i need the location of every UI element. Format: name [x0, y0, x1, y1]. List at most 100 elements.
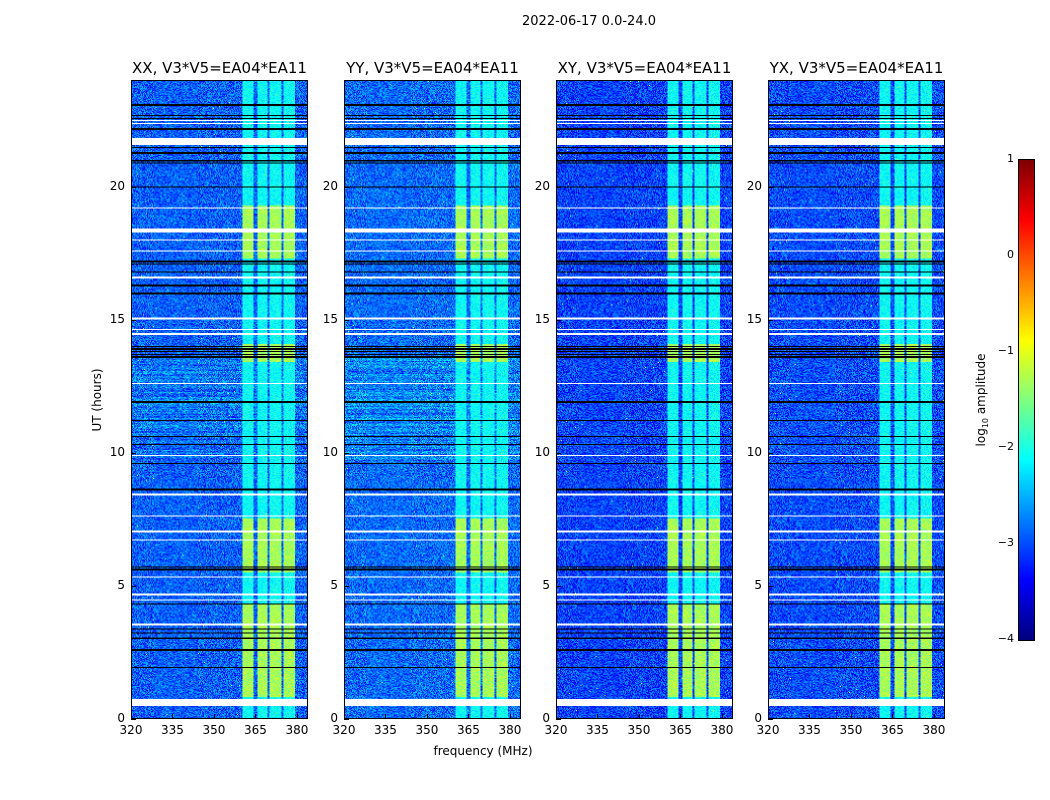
- y-tick-mark: [556, 452, 561, 454]
- y-tick-mark: [556, 319, 561, 321]
- panel-title: YY, V3*V5=EA04*EA11: [346, 59, 519, 77]
- y-tick-label: 15: [534, 311, 550, 326]
- heatmap-panel-1: [131, 80, 308, 719]
- y-tick-mark: [344, 452, 349, 454]
- x-tick-mark: [385, 714, 387, 719]
- y-tick-label: 0: [117, 711, 125, 725]
- y-tick-label: 15: [109, 311, 125, 326]
- panel-title: XY, V3*V5=EA04*EA11: [557, 59, 732, 77]
- x-tick-label: 350: [415, 723, 439, 737]
- colorbar-tick-label: 1: [1007, 152, 1014, 165]
- y-tick-label: 5: [754, 577, 762, 592]
- y-tick-mark: [344, 319, 349, 321]
- y-tick-label: 5: [330, 577, 338, 592]
- heatmap-panel-4: [768, 80, 945, 719]
- x-tick-label: 335: [586, 723, 609, 737]
- x-tick-label: 365: [669, 723, 692, 737]
- x-tick-label: 320: [332, 723, 356, 737]
- y-tick-label: 5: [117, 577, 125, 592]
- x-tick-mark: [638, 714, 640, 719]
- x-tick-mark: [344, 714, 345, 719]
- x-tick-label: 350: [627, 723, 651, 737]
- x-tick-mark: [721, 714, 723, 719]
- panel-title: XX, V3*V5=EA04*EA11: [132, 59, 307, 77]
- x-tick-label: 365: [881, 723, 904, 737]
- colorbar-tick-label: −4: [997, 632, 1014, 645]
- y-tick-label: 20: [109, 178, 125, 193]
- x-tick-label: 335: [374, 723, 397, 737]
- x-tick-label: 335: [798, 723, 821, 737]
- x-tick-mark: [131, 714, 132, 719]
- y-tick-label: 20: [746, 178, 762, 193]
- x-tick-label: 320: [119, 723, 143, 737]
- x-tick-label: 380: [922, 723, 946, 737]
- colorbar-tick-label: 0: [1007, 248, 1014, 261]
- y-tick-mark: [131, 319, 136, 321]
- x-tick-label: 320: [544, 723, 568, 737]
- x-tick-mark: [468, 714, 470, 719]
- x-tick-mark: [933, 714, 935, 719]
- panel-title: YX, V3*V5=EA04*EA11: [769, 59, 944, 77]
- x-tick-mark: [556, 714, 557, 719]
- x-tick-label: 380: [285, 723, 309, 737]
- x-tick-mark: [426, 714, 428, 719]
- x-tick-mark: [255, 714, 257, 719]
- colorbar-tick-label: −2: [997, 440, 1014, 453]
- x-tick-mark: [809, 714, 811, 719]
- y-tick-label: 5: [542, 577, 550, 592]
- y-tick-label: 20: [322, 178, 338, 193]
- x-tick-label: 320: [756, 723, 780, 737]
- y-tick-label: 15: [746, 311, 762, 326]
- figure-title: 2022-06-17 0.0-24.0: [522, 14, 656, 29]
- y-tick-mark: [556, 585, 561, 587]
- y-tick-mark: [768, 719, 773, 720]
- x-tick-mark: [296, 714, 298, 719]
- x-tick-label: 335: [161, 723, 184, 737]
- x-tick-mark: [597, 714, 599, 719]
- x-axis-label: frequency (MHz): [433, 744, 533, 758]
- y-tick-label: 10: [534, 444, 550, 459]
- x-tick-mark: [680, 714, 682, 719]
- y-tick-mark: [131, 585, 136, 587]
- y-tick-label: 10: [109, 444, 125, 459]
- colorbar-tick-label: −3: [997, 536, 1014, 549]
- y-tick-mark: [344, 585, 349, 587]
- y-tick-mark: [768, 585, 773, 587]
- y-tick-mark: [768, 186, 773, 188]
- y-tick-label: 0: [754, 711, 762, 725]
- x-tick-label: 380: [710, 723, 734, 737]
- x-tick-mark: [892, 714, 894, 719]
- y-tick-mark: [768, 319, 773, 321]
- y-tick-mark: [131, 719, 136, 720]
- y-tick-mark: [556, 719, 561, 720]
- y-tick-label: 10: [746, 444, 762, 459]
- x-tick-label: 350: [202, 723, 226, 737]
- x-tick-mark: [509, 714, 511, 719]
- colorbar-label: log10 amplitude: [973, 353, 991, 447]
- y-tick-label: 15: [322, 311, 338, 326]
- x-tick-label: 365: [457, 723, 480, 737]
- colorbar: [1018, 159, 1035, 641]
- y-tick-label: 0: [542, 711, 550, 725]
- x-tick-mark: [850, 714, 852, 719]
- y-tick-label: 20: [534, 178, 550, 193]
- x-tick-label: 350: [839, 723, 863, 737]
- y-axis-label: UT (hours): [90, 368, 104, 432]
- y-tick-label: 10: [322, 444, 338, 459]
- y-tick-label: 0: [330, 711, 338, 725]
- y-tick-mark: [131, 452, 136, 454]
- x-tick-mark: [768, 714, 769, 719]
- x-tick-mark: [172, 714, 174, 719]
- x-tick-label: 365: [244, 723, 267, 737]
- heatmap-panel-3: [556, 80, 733, 719]
- colorbar-tick-label: −1: [997, 344, 1014, 357]
- y-tick-mark: [344, 186, 349, 188]
- y-tick-mark: [556, 186, 561, 188]
- y-tick-mark: [344, 719, 349, 720]
- heatmap-panel-2: [344, 80, 521, 719]
- x-tick-mark: [213, 714, 215, 719]
- y-tick-mark: [768, 452, 773, 454]
- y-tick-mark: [131, 186, 136, 188]
- x-tick-label: 380: [498, 723, 522, 737]
